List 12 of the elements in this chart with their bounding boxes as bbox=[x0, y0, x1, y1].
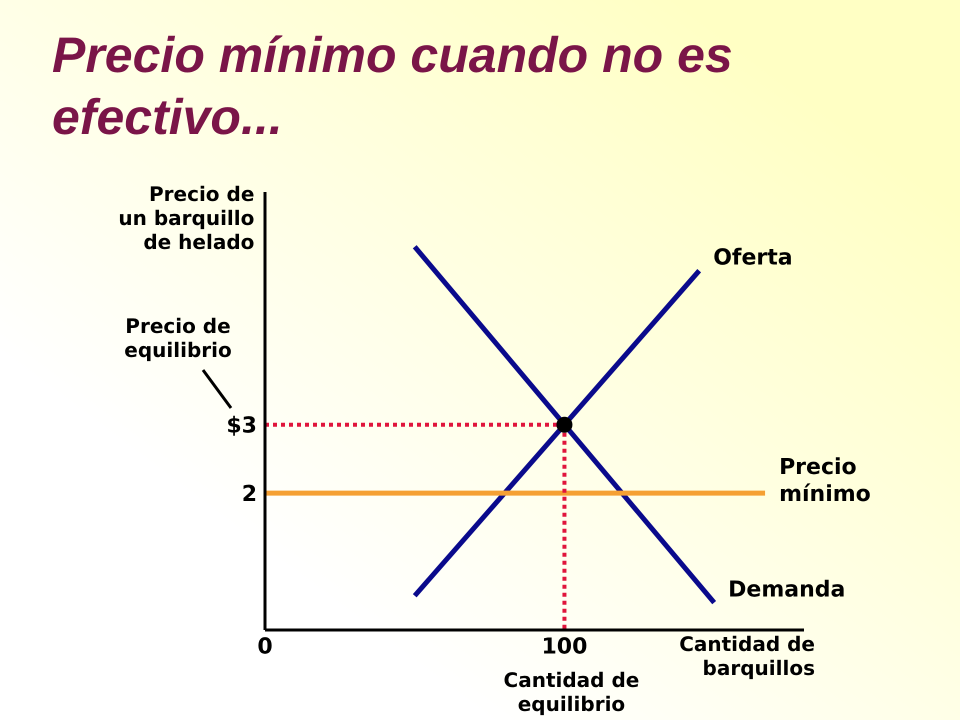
y-tick-label: 2 bbox=[242, 482, 257, 507]
y-tick-label: $3 bbox=[226, 413, 257, 438]
series-label: Precio mínimo bbox=[779, 455, 871, 508]
text: Precio de equilibrio bbox=[123, 314, 233, 362]
y-axis-title: Precio de un barquillo de helado bbox=[117, 182, 254, 254]
series-label: Demanda bbox=[728, 578, 846, 603]
x-tick-label: 100 bbox=[541, 634, 588, 660]
x-tick-label: 0 bbox=[257, 634, 273, 660]
annotation: Cantidad de equilibrio bbox=[502, 668, 640, 716]
chart-title: Precio mínimo cuando no es efectivo... bbox=[52, 26, 734, 147]
x-axis-title: Cantidad de barquillos bbox=[678, 632, 815, 680]
series-label: Oferta bbox=[713, 246, 793, 271]
